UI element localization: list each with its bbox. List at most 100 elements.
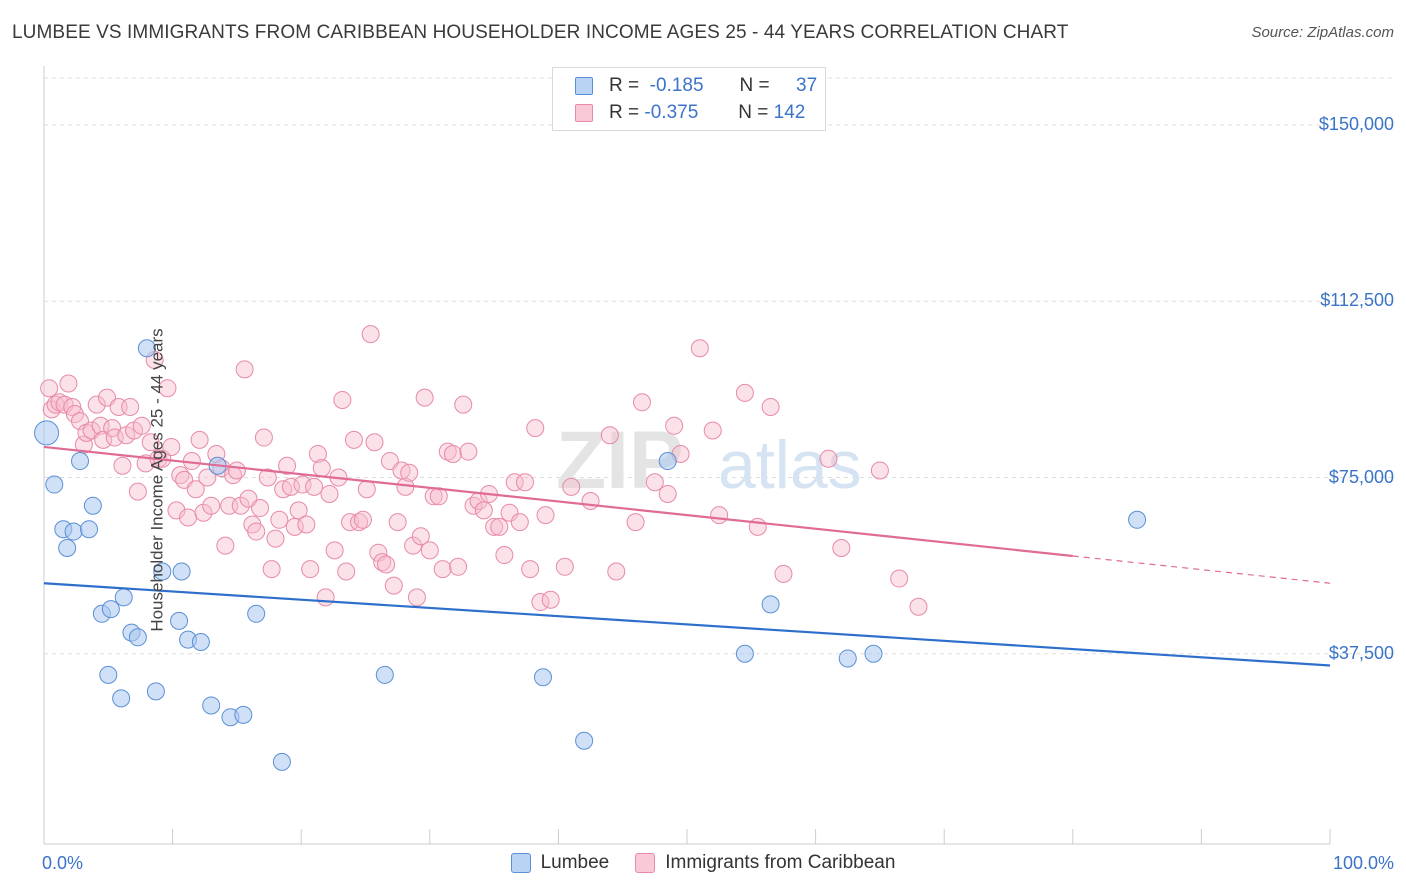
lumbee-point [761,595,780,614]
carib-point [167,501,186,520]
carib-legend-label: Immigrants from Caribbean [665,852,896,873]
lumbee-trend-line [43,582,1331,667]
carib-point [454,395,473,414]
legend-row-carib: R = -0.375 N = 142 [575,101,805,125]
legend-r-label: R = [609,102,640,123]
lumbee-point [64,522,83,541]
lumbee-swatch [575,77,593,95]
carib-legend-swatch [635,853,656,873]
carib-point [262,560,281,579]
carib-point [91,416,110,435]
carib-point [278,456,297,475]
carib-point [495,546,514,565]
carib-point [443,445,462,463]
carib-point [632,393,651,412]
carib-point [128,482,147,501]
carib-point [521,560,540,579]
carib-point [645,473,664,492]
carib-point [281,477,300,496]
legend-n-label: N = [738,102,769,123]
lumbee-point [45,475,64,494]
carib-point [526,419,545,438]
lumbee-point [128,628,147,647]
carib-point [703,421,722,440]
carib-point [433,560,452,579]
carib-point [690,339,709,358]
lumbee-point [112,689,131,708]
carib-point [59,374,78,393]
carib-point [325,541,344,560]
carib-point [562,477,581,496]
carib-point [301,560,320,579]
watermark-atlas: atlas [718,427,862,503]
carib-point [113,456,132,475]
carib-point [870,461,889,480]
trend-lines [43,445,1331,667]
legend-r-value: -0.185 [649,75,704,96]
lumbee-point [114,588,133,607]
lumbee-point [153,562,172,581]
legend-r-value: -0.375 [644,102,699,123]
carib-point [665,416,684,435]
carib-point [105,428,124,447]
carib-points [40,325,928,616]
carib-point [505,473,524,492]
lumbee-point [202,696,221,715]
carib-point [600,426,619,445]
carib-point [216,536,235,555]
lumbee-point [172,562,191,581]
carib-point [198,468,217,487]
carib-point [400,463,419,482]
y-tick-label: $37,500 [1328,642,1394,663]
lumbee-point [272,752,291,771]
carib-point [607,562,626,581]
carib-point [361,325,380,344]
lumbee-point [375,665,394,684]
carib-point [132,416,151,435]
lumbee-point [101,600,120,619]
carib-point [258,468,277,487]
y-tick-label: $112,500 [1320,290,1394,311]
lumbee-point [838,649,857,668]
lumbee-point [191,633,210,651]
lumbee-point [658,452,677,471]
carib-point [141,433,160,452]
carib-point [626,513,645,532]
carib-point [510,513,529,532]
carib-point [202,496,221,515]
chart-title: LUMBEE VS IMMIGRANTS FROM CARIBBEAN HOUS… [12,22,1069,43]
carib-point [735,383,754,402]
carib-point [449,557,468,576]
carib-swatch [575,104,593,122]
lumbee-point [99,665,118,684]
series-legend: Lumbee Immigrants from Caribbean [0,852,1406,874]
carib-point [266,529,285,548]
carib-point [474,501,493,520]
carib-point [774,564,793,583]
carib-point [485,517,504,536]
carib-point [308,445,327,463]
lumbee-point [146,682,165,701]
carib-point [357,480,376,499]
carib-point [536,506,555,525]
carib-point [365,433,384,452]
lumbee-point [71,452,90,471]
carib-point [344,430,363,449]
lumbee-point [575,731,594,750]
carib-point [194,503,213,522]
carib-point [270,510,289,529]
carib-point [305,477,324,496]
source-label: Source: ZipAtlas.com [1251,24,1394,41]
carib-point [289,501,308,520]
carib-point [251,499,270,518]
legend-n-value: 37 [796,75,818,96]
carib-point [316,588,335,607]
carib-point [162,437,181,456]
carib-point [515,473,534,492]
lumbee-point [735,644,754,663]
lumbee-point [80,520,99,539]
carib-point [158,379,177,398]
lumbee-legend-label: Lumbee [540,852,610,873]
carib-point [819,449,838,468]
